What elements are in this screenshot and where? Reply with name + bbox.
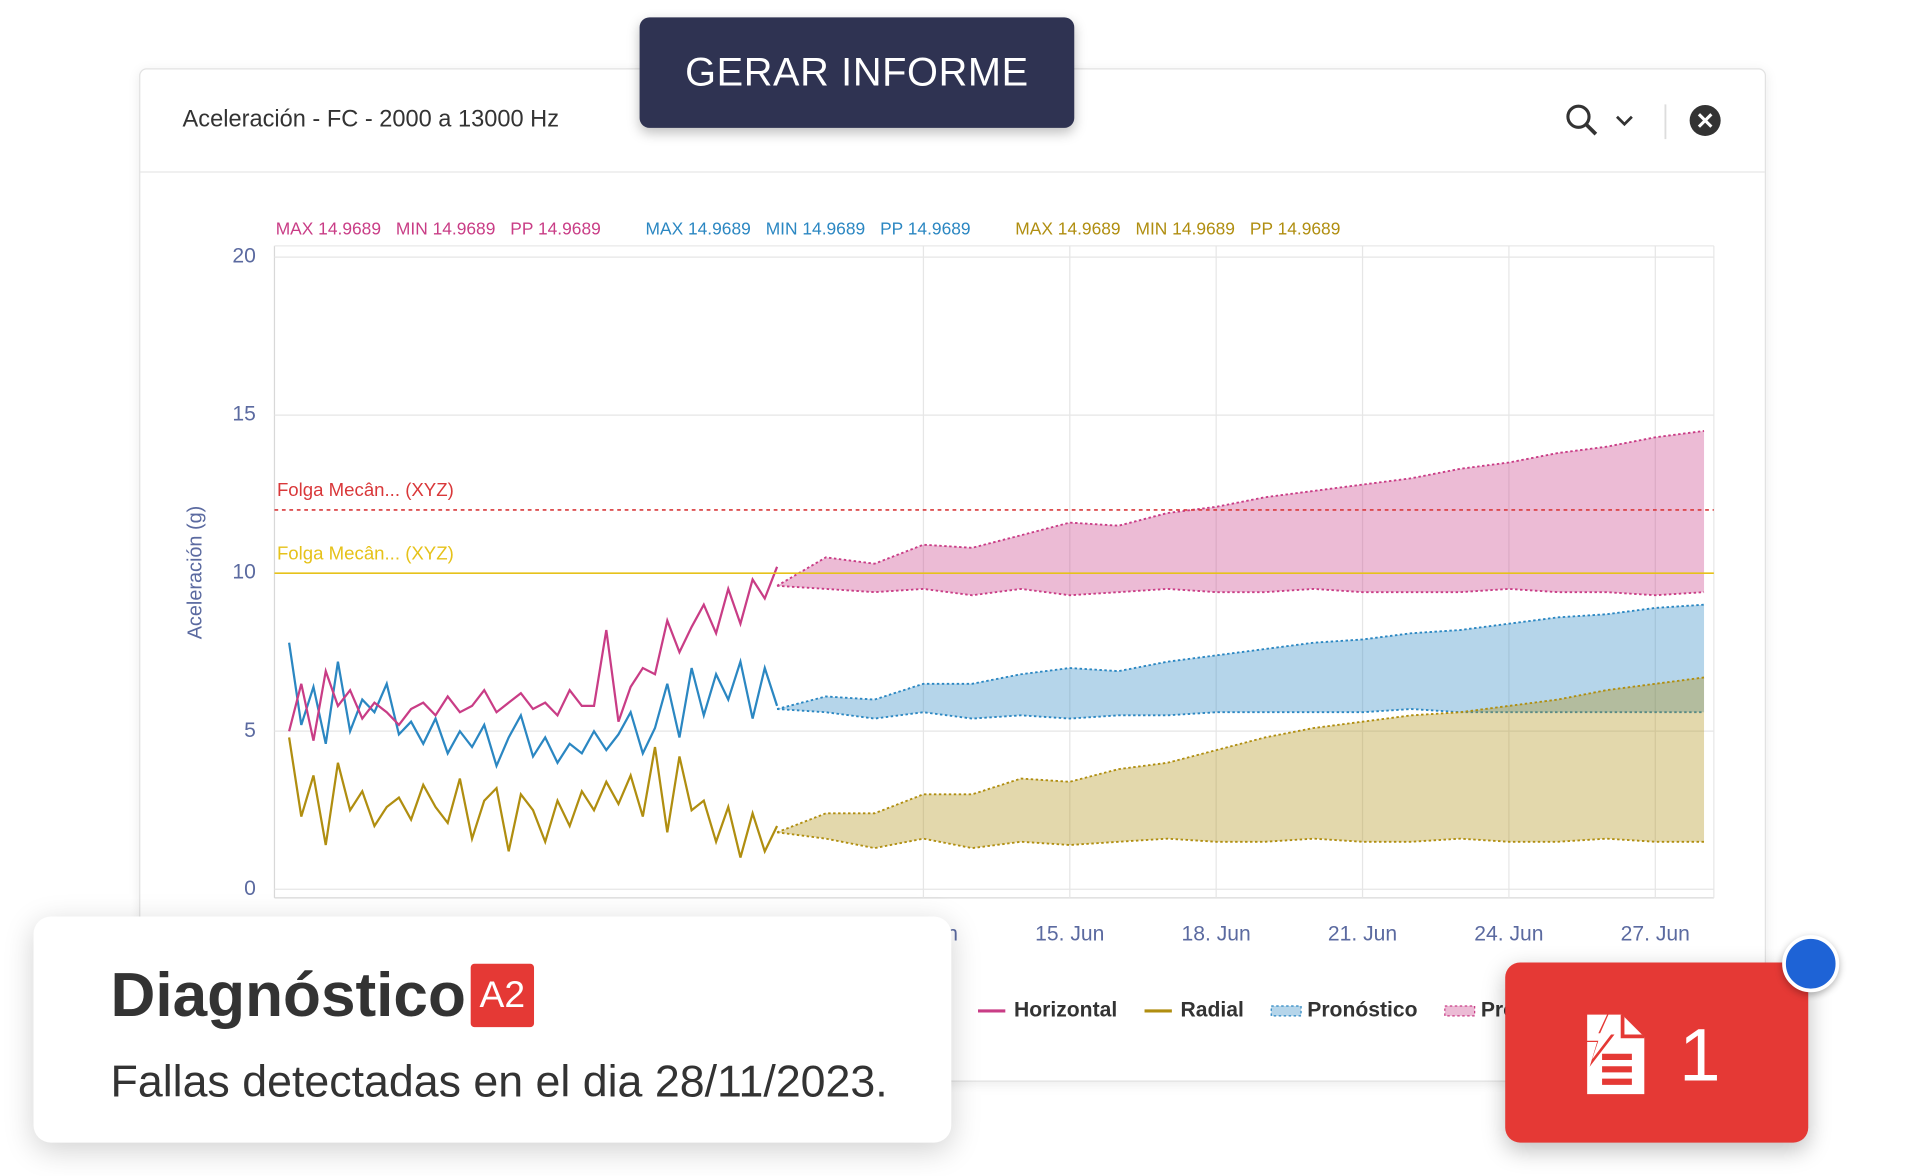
- alert-count: 1: [1679, 1013, 1721, 1097]
- stat-label: PP 14.9689: [1250, 218, 1341, 238]
- y-tick-label: 10: [232, 561, 255, 584]
- stat-label: MIN 14.9689: [396, 218, 495, 238]
- legend-item[interactable]: Horizontal: [978, 999, 1117, 1022]
- y-tick-label: 15: [232, 403, 255, 426]
- forecast-upper: [776, 676, 1705, 834]
- y-tick-label: 5: [244, 719, 256, 742]
- x-tick-label: 15. Jun: [1035, 923, 1104, 946]
- x-tick-label: 27. Jun: [1621, 923, 1690, 946]
- y-tick-label: 0: [244, 877, 256, 900]
- chart-panel: Aceleración - FC - 2000 a 13000 Hz: [139, 68, 1767, 1082]
- diagnostic-level: A2: [470, 963, 535, 1028]
- series-line: [288, 566, 779, 741]
- forecast-band: [777, 430, 1705, 596]
- forecast-band: [777, 604, 1705, 719]
- generate-report-button[interactable]: GERAR INFORME: [639, 17, 1075, 128]
- pdf-icon: [1584, 1012, 1645, 1095]
- legend-label: Pronóstico: [1307, 999, 1417, 1022]
- diagnostic-card: Diagnóstico A2 Fallas detectadas en el d…: [33, 916, 952, 1143]
- y-tick-label: 20: [232, 245, 255, 268]
- diagnostic-title: Diagnóstico: [110, 960, 466, 1030]
- legend-label: Radial: [1181, 999, 1244, 1022]
- legend-swatch: [1270, 1005, 1302, 1017]
- forecast-upper: [776, 430, 1705, 587]
- alert-badge[interactable]: 1: [1505, 962, 1809, 1143]
- series-line: [288, 642, 779, 770]
- forecast-lower: [777, 708, 1705, 720]
- stat-label: PP 14.9689: [510, 218, 601, 238]
- threshold-label: Folga Mecân... (XYZ): [277, 542, 454, 563]
- stat-label: MIN 14.9689: [766, 218, 865, 238]
- legend-label: Horizontal: [1014, 999, 1117, 1022]
- forecast-lower: [777, 584, 1705, 597]
- stat-label: MAX 14.9689: [276, 218, 381, 238]
- forecast-lower: [776, 831, 1705, 850]
- diagnostic-text: Fallas detectadas en el dia 28/11/2023.: [110, 1055, 888, 1107]
- search-icon[interactable]: [1566, 104, 1598, 136]
- forecast-upper: [776, 603, 1705, 710]
- dropdown-chevron[interactable]: [1616, 115, 1633, 127]
- header-tools: [1566, 104, 1721, 140]
- stat-label: PP 14.9689: [880, 218, 971, 238]
- panel-title: Aceleración - FC - 2000 a 13000 Hz: [182, 106, 559, 133]
- legend-item[interactable]: Pronóstico: [1270, 999, 1418, 1022]
- forecast-band: [777, 677, 1705, 849]
- x-tick-label: 18. Jun: [1182, 923, 1251, 946]
- threshold-label: Folga Mecân... (XYZ): [277, 479, 454, 500]
- close-button[interactable]: [1689, 104, 1721, 136]
- stat-label: MAX 14.9689: [646, 218, 751, 238]
- panel-header: Aceleración - FC - 2000 a 13000 Hz: [140, 70, 1765, 173]
- legend-swatch: [1444, 1005, 1476, 1017]
- x-tick-label: 21. Jun: [1328, 923, 1397, 946]
- legend-item[interactable]: Radial: [1144, 999, 1244, 1022]
- y-axis-title: Aceleración (g): [184, 506, 206, 640]
- series-line: [288, 737, 779, 858]
- notification-dot[interactable]: [1782, 935, 1840, 993]
- x-tick-label: 24. Jun: [1474, 923, 1543, 946]
- stat-label: MAX 14.9689: [1015, 218, 1120, 238]
- stat-label: MIN 14.9689: [1135, 218, 1234, 238]
